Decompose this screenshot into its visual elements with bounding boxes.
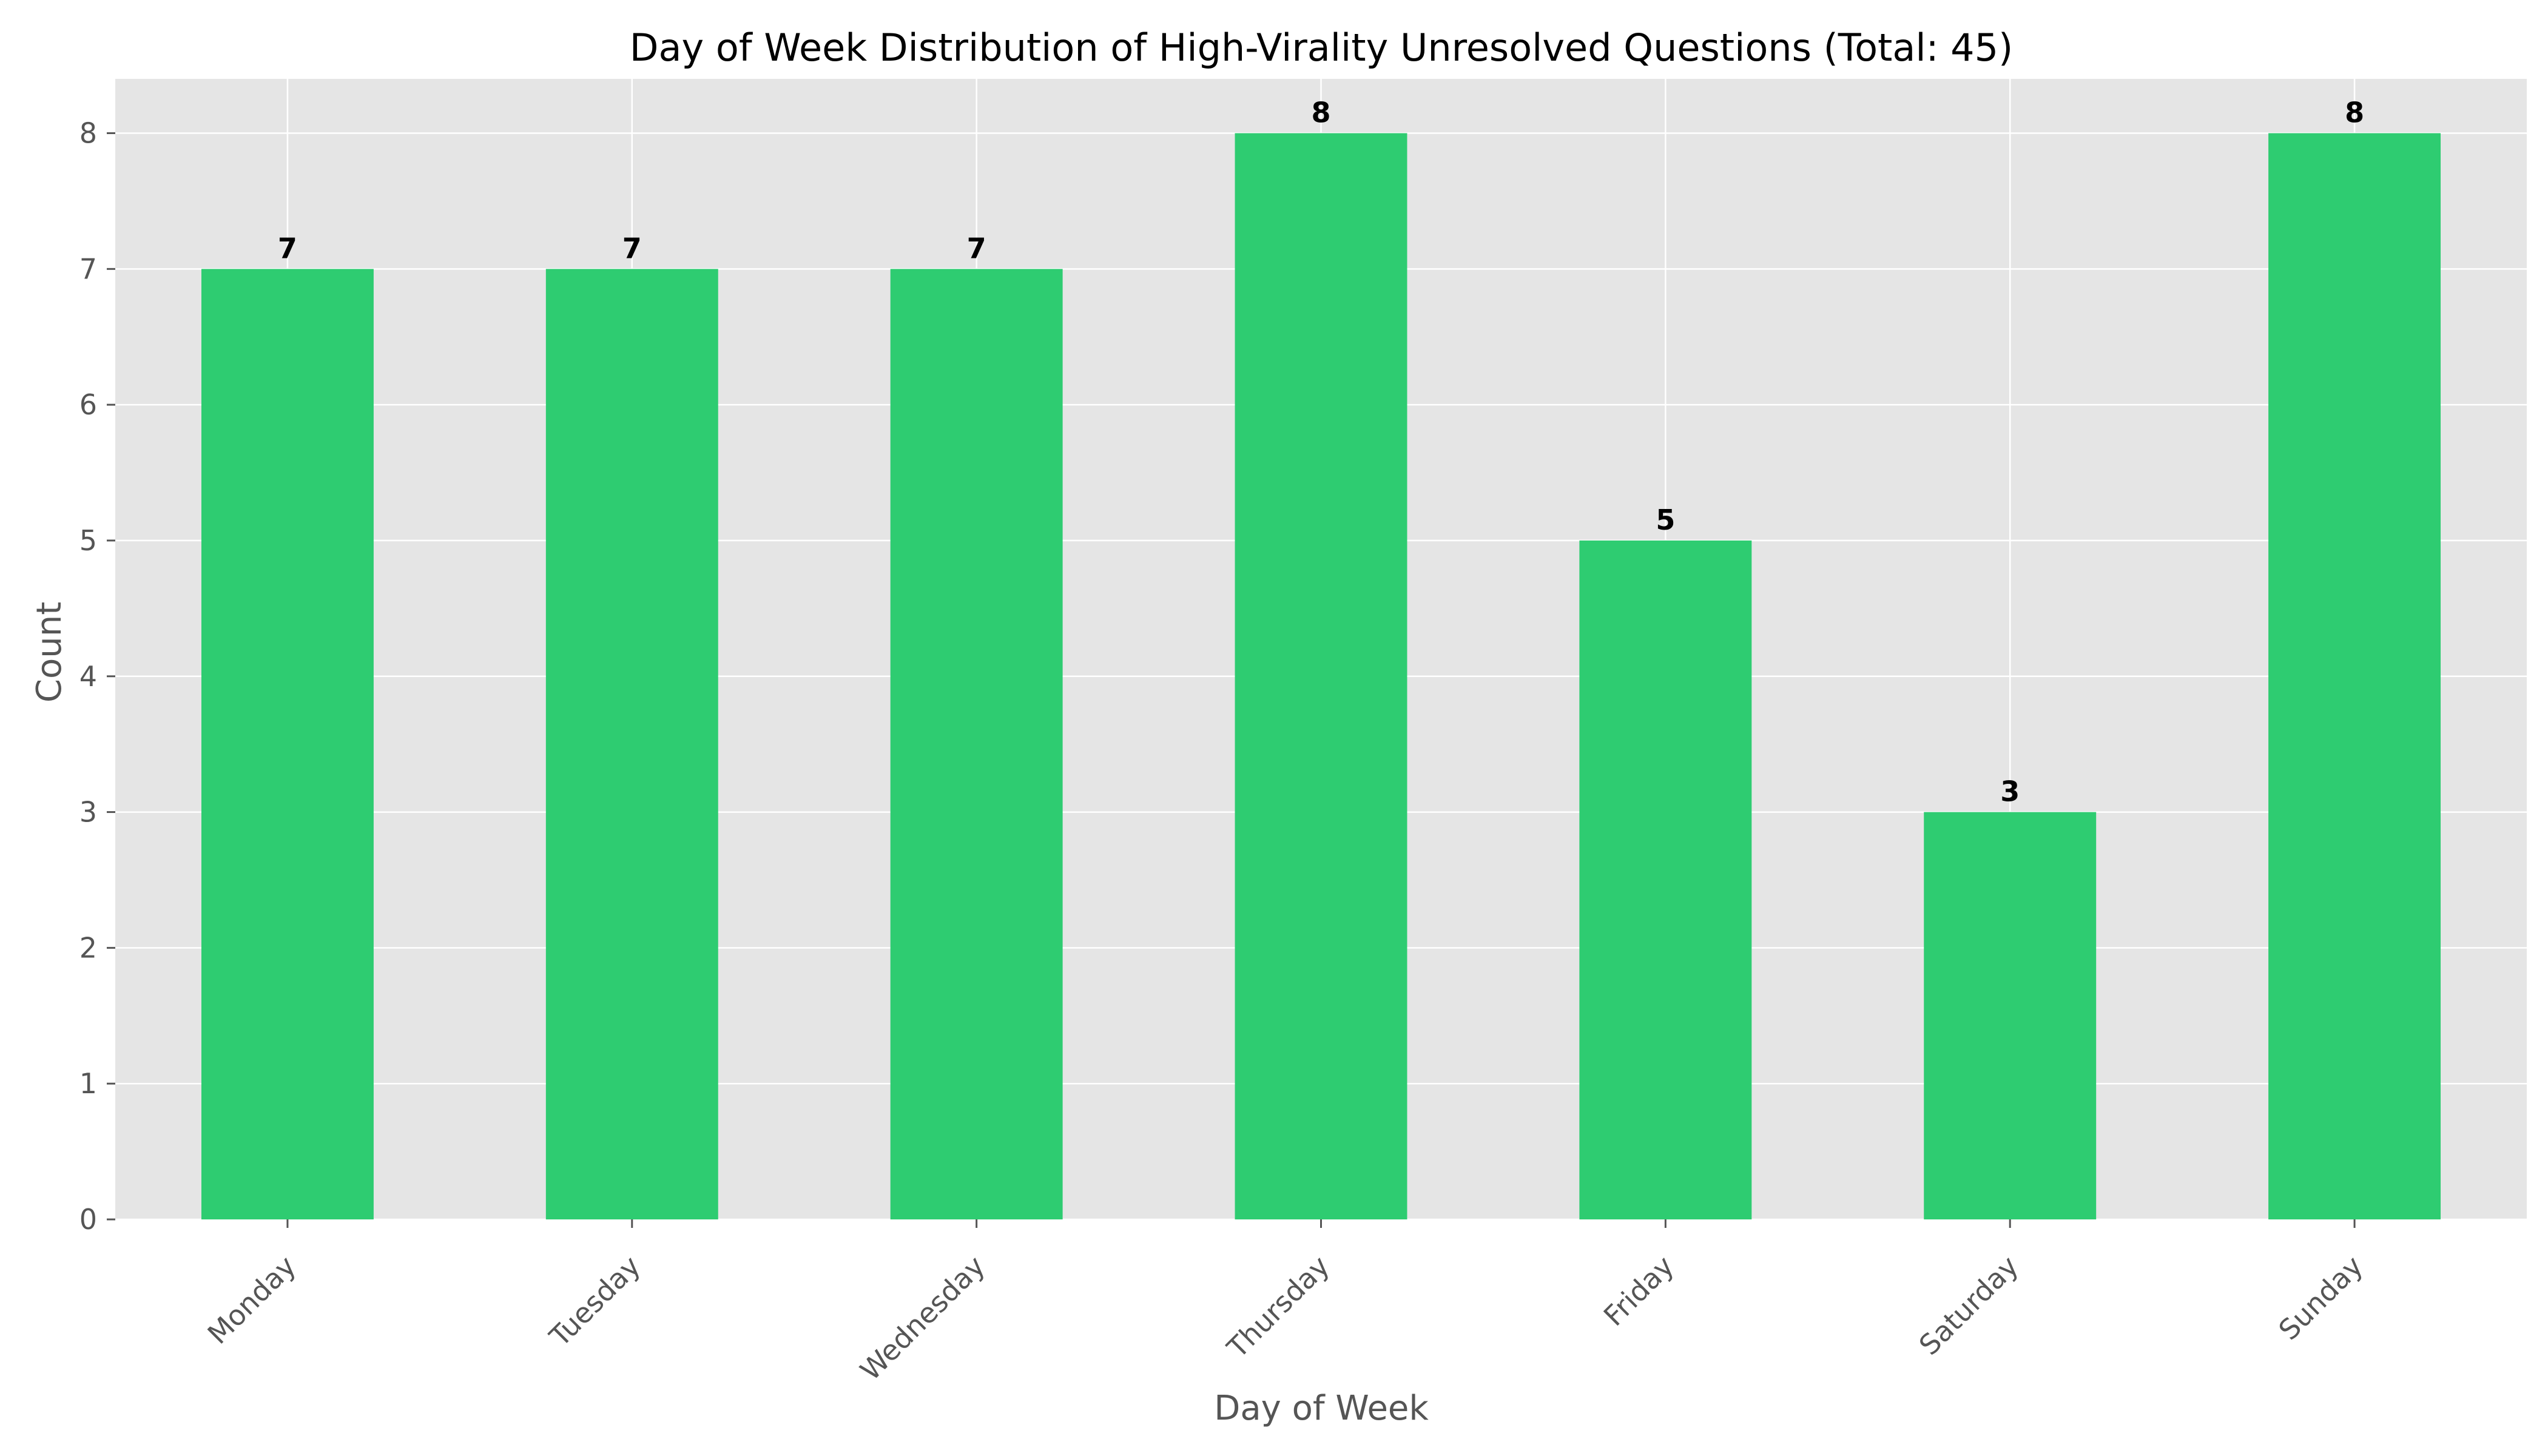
x-axis-label: Day of Week (1214, 1389, 1429, 1428)
bar-friday (1579, 540, 1752, 1219)
bar-monday (201, 269, 374, 1219)
bar-sunday (2268, 133, 2441, 1219)
y-tick-label: 3 (79, 796, 97, 829)
bar-tuesday (545, 269, 718, 1219)
y-tick-label: 8 (79, 117, 97, 150)
bar-saturday (1924, 812, 2097, 1219)
bar-value-label: 7 (278, 232, 297, 265)
bar-value-label: 5 (1656, 504, 1675, 536)
bar-value-label: 3 (2000, 775, 2020, 808)
bar-thursday (1235, 133, 1407, 1219)
bar-value-label: 8 (1311, 96, 1330, 129)
y-tick-label: 4 (79, 660, 97, 693)
y-tick-label: 5 (79, 524, 97, 557)
chart-title: Day of Week Distribution of High-Viralit… (630, 25, 2014, 70)
y-tick-label: 0 (79, 1203, 97, 1236)
y-axis-label: Count (30, 602, 69, 703)
y-tick-label: 1 (79, 1067, 97, 1100)
y-tick-label: 6 (79, 388, 97, 421)
bar-value-label: 7 (622, 232, 642, 265)
bars: 7 7 7 8 5 3 8 (201, 96, 2441, 1219)
bar-value-label: 7 (967, 232, 986, 265)
y-tick-label: 7 (79, 252, 97, 285)
bar-wednesday (890, 269, 1063, 1219)
bar-value-label: 8 (2345, 96, 2364, 129)
y-tick-label: 2 (79, 931, 97, 964)
